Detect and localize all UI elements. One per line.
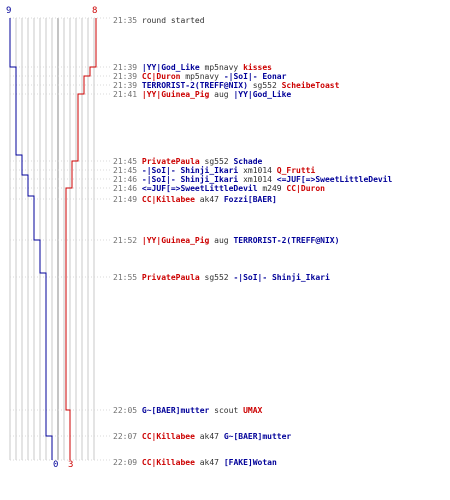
event-weapon: sg552 <box>199 157 234 166</box>
player-name: PrivatePaula <box>141 157 200 166</box>
event-weapon: ak47 <box>194 432 224 441</box>
event-weapon: aug <box>209 90 234 99</box>
player-name: TERRORIST-2(TREFF@NIX) <box>141 81 248 90</box>
event-row: 22:05 G~[BAER]mutter scout UMAX <box>113 406 262 415</box>
player-name: |YY|Guinea_Pig <box>141 236 210 245</box>
player-name: Q_Frutti <box>276 166 316 175</box>
player-name: <=JUF[=>SweetLittleDevil <box>141 184 258 193</box>
player-name: <=JUF[=>SweetLittleDevil <box>276 175 393 184</box>
event-weapon: sg552 <box>199 273 234 282</box>
event-weapon: aug <box>209 236 234 245</box>
event-row: 21:52 |YY|Guinea_Pig aug TERRORIST-2(TRE… <box>113 236 339 245</box>
axis-label-bottom-left: 0 <box>53 460 58 470</box>
event-weapon: ak47 <box>194 195 224 204</box>
player-name: CC|Killabee <box>141 432 195 441</box>
event-weapon: mp5navy <box>180 72 224 81</box>
player-name: CC|Killabee <box>141 195 195 204</box>
event-time: 21:35 <box>113 16 138 25</box>
player-name: |YY|God_Like <box>233 90 292 99</box>
event-row: 21:46 <=JUF[=>SweetLittleDevil m249 CC|D… <box>113 184 325 193</box>
chart-grid <box>9 18 95 460</box>
event-weapon: round started <box>141 16 205 25</box>
axis-label-bottom-right: 3 <box>68 460 73 470</box>
event-weapon: mp5navy <box>199 63 244 72</box>
event-row: 21:45 -|SoI|- Shinji_Ikari xm1014 Q_Frut… <box>113 166 315 175</box>
player-name: G~[BAER]mutter <box>141 406 210 415</box>
event-row: 21:55 PrivatePaula sg552 -|SoI|- Shinji_… <box>113 273 330 282</box>
event-weapon: m249 <box>257 184 287 193</box>
event-row-markers <box>10 17 112 461</box>
event-time: 21:49 <box>113 195 138 204</box>
event-weapon: xm1014 <box>238 166 277 175</box>
event-time: 22:05 <box>113 406 138 415</box>
event-row: 21:41 |YY|Guinea_Pig aug |YY|God_Like <box>113 90 291 99</box>
event-weapon: xm1014 <box>238 175 277 184</box>
player-name: ScheibeToast <box>281 81 340 90</box>
player-name: Schade <box>233 157 263 166</box>
event-time: 21:46 <box>113 184 138 193</box>
event-time: 21:39 <box>113 81 138 90</box>
event-time: 21:46 <box>113 175 138 184</box>
event-row: 21:46 -|SoI|- Shinji_Ikari xm1014 <=JUF[… <box>113 175 392 184</box>
axis-label-top-left: 9 <box>6 6 11 16</box>
player-name: CC|Duron <box>141 72 181 81</box>
player-name: G~[BAER]mutter <box>223 432 292 441</box>
event-row: 22:09 CC|Killabee ak47 [FAKE]Wotan <box>113 458 277 467</box>
event-time: 21:39 <box>113 72 138 81</box>
event-row: 21:45 PrivatePaula sg552 Schade <box>113 157 262 166</box>
player-name: [FAKE]Wotan <box>223 458 277 467</box>
player-name: CC|Duron <box>286 184 325 193</box>
event-time: 21:52 <box>113 236 138 245</box>
event-time: 21:41 <box>113 90 138 99</box>
event-row: 21:39 TERRORIST-2(TREFF@NIX) sg552 Schei… <box>113 81 339 90</box>
red-team-line <box>65 18 97 460</box>
player-name: UMAX <box>243 406 263 415</box>
event-row: 21:39 |YY|God_Like mp5navy kisses <box>113 63 272 72</box>
event-time: 21:39 <box>113 63 138 72</box>
event-row: 21:35 round started <box>113 16 205 25</box>
player-name: -|SoI|- Eonar <box>223 72 287 81</box>
event-time: 21:55 <box>113 273 138 282</box>
event-row: 21:49 CC|Killabee ak47 Fozzi[BAER] <box>113 195 277 204</box>
player-name: |YY|God_Like <box>141 63 200 72</box>
axis-label-top-right: 8 <box>92 6 97 16</box>
event-weapon: scout <box>209 406 244 415</box>
player-name: TERRORIST-2(TREFF@NIX) <box>233 236 340 245</box>
event-time: 22:07 <box>113 432 138 441</box>
player-name: kisses <box>243 63 272 72</box>
event-time: 22:09 <box>113 458 138 467</box>
player-name: |YY|Guinea_Pig <box>141 90 210 99</box>
player-name: -|SoI|- Shinji_Ikari <box>141 175 239 184</box>
blue-team-line <box>9 18 53 460</box>
player-name: CC|Killabee <box>141 458 195 467</box>
event-weapon: ak47 <box>194 458 224 467</box>
event-time: 21:45 <box>113 166 138 175</box>
event-row: 21:39 CC|Duron mp5navy -|SoI|- Eonar <box>113 72 286 81</box>
event-row: 22:07 CC|Killabee ak47 G~[BAER]mutter <box>113 432 291 441</box>
player-name: -|SoI|- Shinji_Ikari <box>141 166 239 175</box>
event-time: 21:45 <box>113 157 138 166</box>
player-name: PrivatePaula <box>141 273 200 282</box>
event-weapon: sg552 <box>247 81 282 90</box>
player-name: Fozzi[BAER] <box>223 195 277 204</box>
player-name: -|SoI|- Shinji_Ikari <box>233 273 330 282</box>
